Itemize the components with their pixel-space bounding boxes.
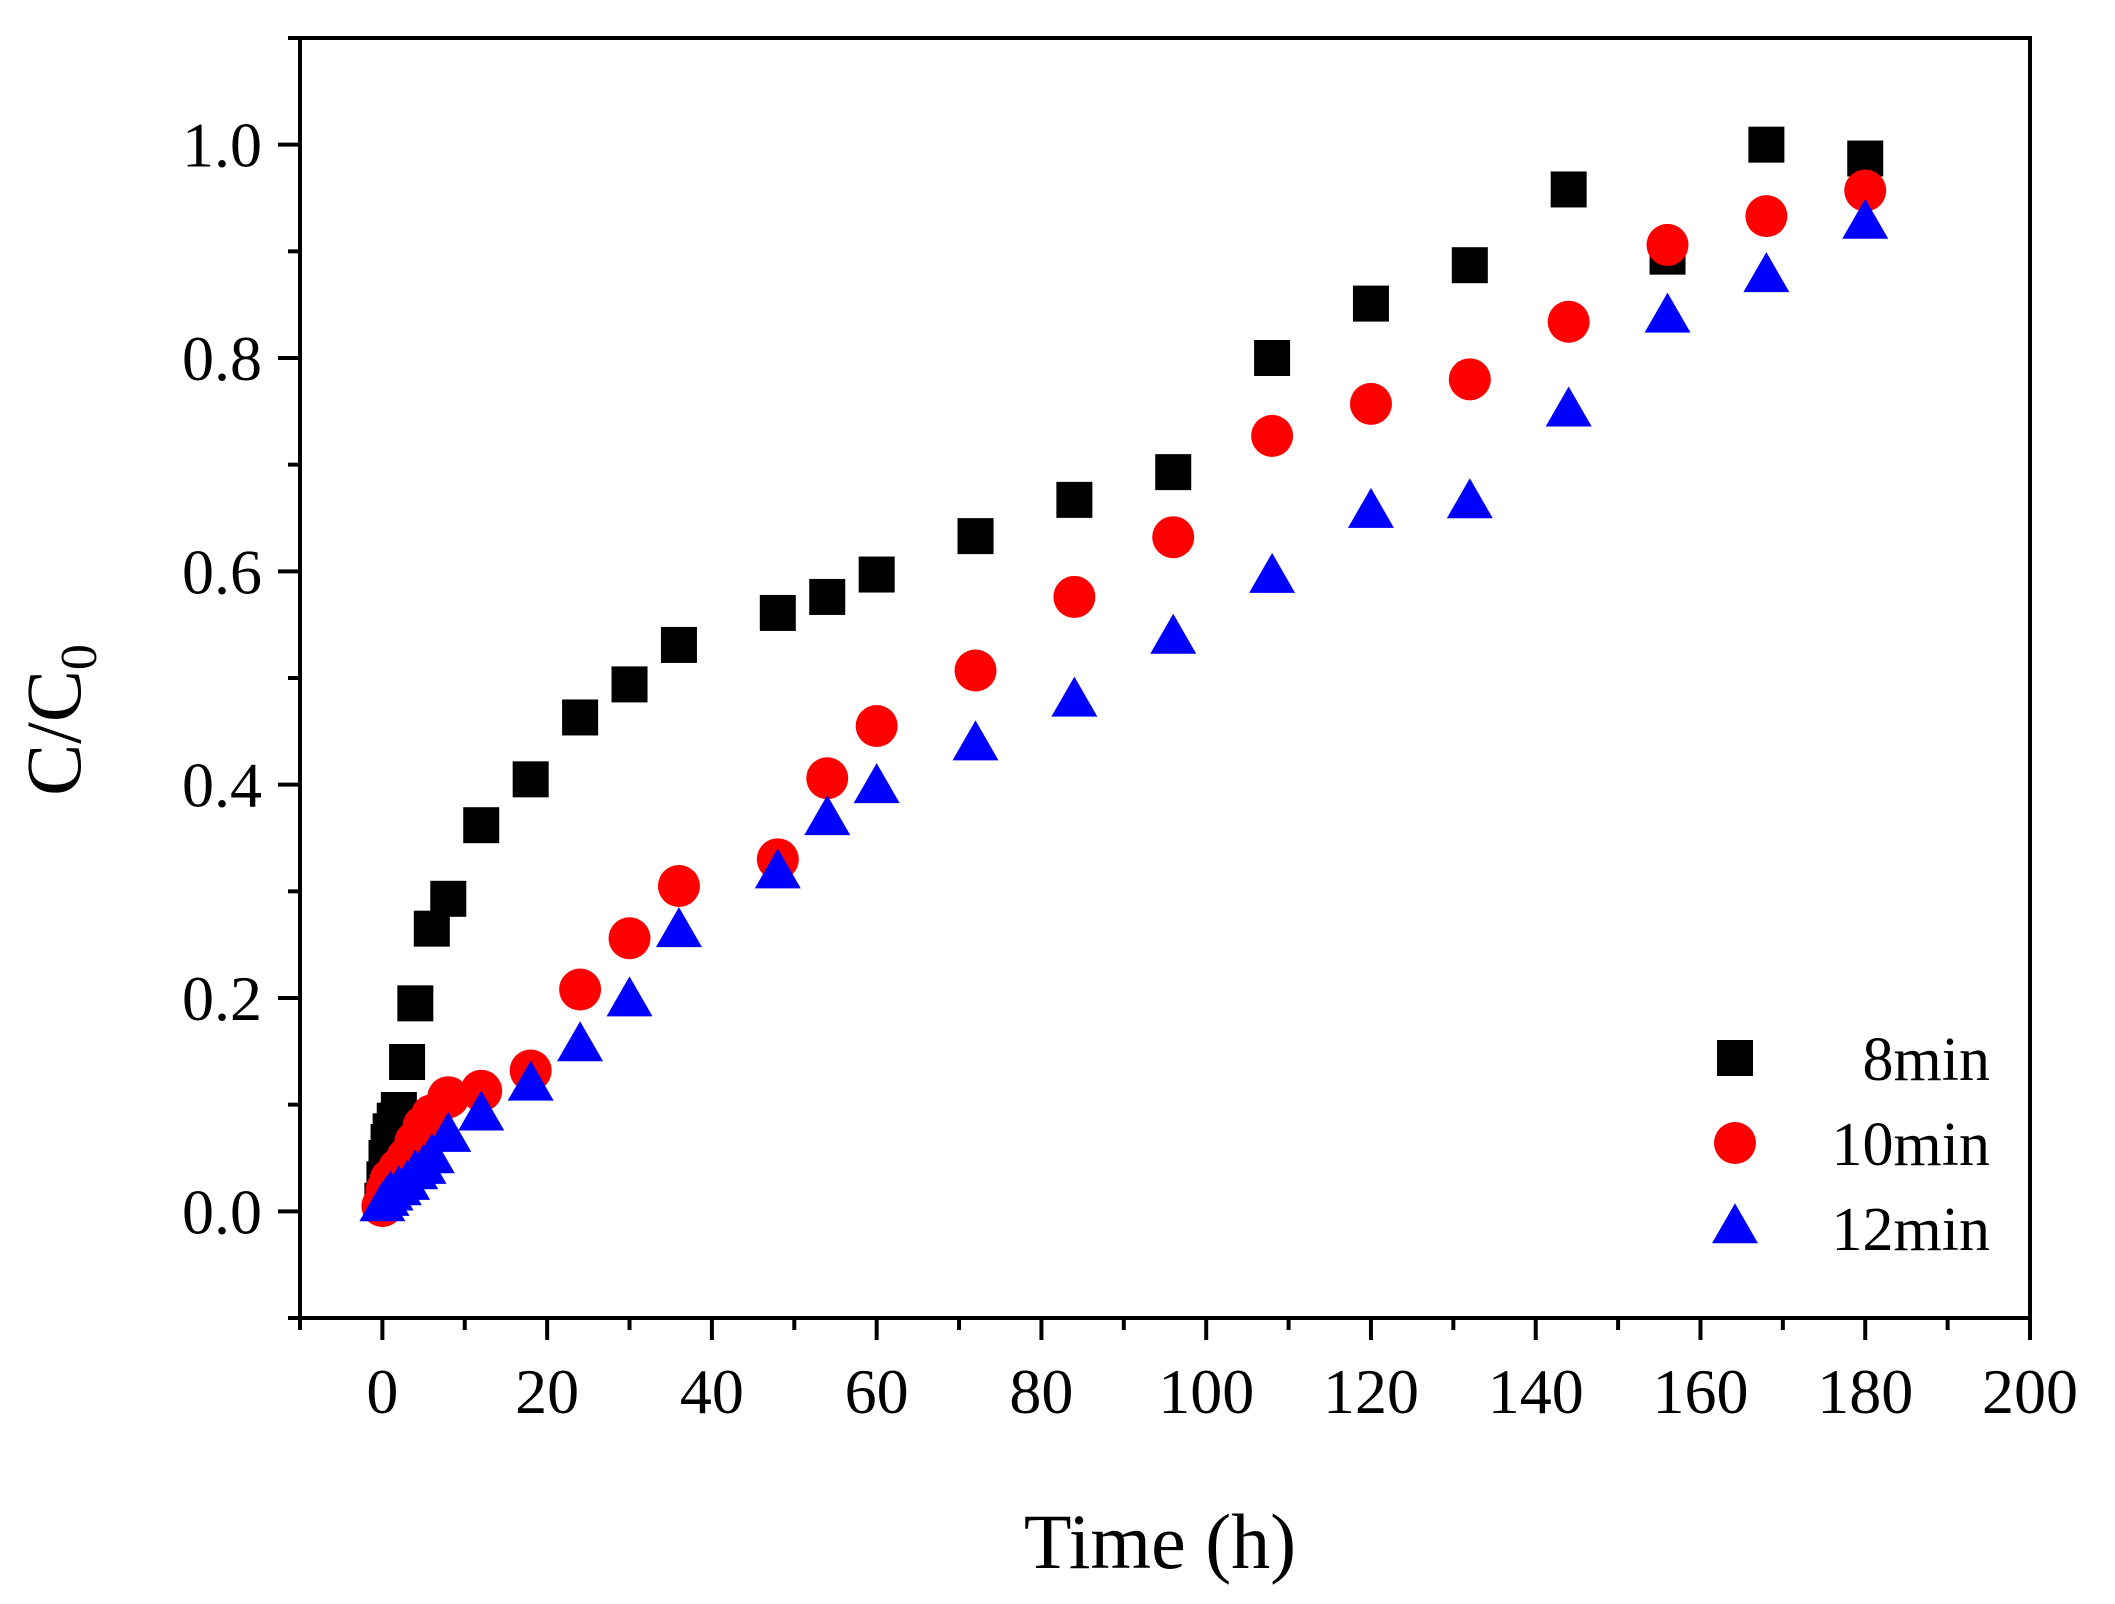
x-tick-label: 80 <box>1009 1356 1073 1427</box>
data-point-8min <box>397 985 434 1022</box>
x-tick-label: 200 <box>1982 1356 2078 1427</box>
y-axis-title-group: C/C0 <box>10 644 108 796</box>
data-point-12min <box>754 848 801 889</box>
data-point-8min <box>759 594 796 631</box>
x-tick-label: 20 <box>515 1356 579 1427</box>
data-point-8min <box>809 578 846 615</box>
data-point-12min <box>1150 613 1197 654</box>
data-point-8min <box>1155 454 1192 491</box>
data-point-8min <box>611 666 648 703</box>
data-point-10min <box>427 1076 470 1119</box>
svg-text:C/C0: C/C0 <box>10 644 108 796</box>
data-point-8min <box>430 880 467 917</box>
data-point-12min <box>458 1090 505 1131</box>
data-point-10min <box>608 917 651 960</box>
y-tick-label: 0.0 <box>182 1176 262 1247</box>
x-axis-title: Time (h) <box>1024 1498 1296 1585</box>
y-tick-label: 1.0 <box>182 110 262 181</box>
y-tick-label: 0.8 <box>182 323 262 394</box>
data-point-8min <box>562 699 599 736</box>
y-tick-label: 0.6 <box>182 536 262 607</box>
data-point-8min <box>1056 481 1093 518</box>
data-point-8min <box>1748 126 1785 163</box>
y-tick-label: 0.2 <box>182 963 262 1034</box>
data-point-10min <box>855 705 898 747</box>
data-point-10min <box>1646 223 1689 266</box>
data-point-12min <box>804 795 851 836</box>
data-point-8min <box>1254 340 1291 376</box>
data-point-12min <box>1051 676 1098 717</box>
data-point-10min <box>806 757 849 800</box>
legend-item-10min: 10min <box>1714 1111 1990 1179</box>
legend: 8min 10min 12min <box>1712 1026 1990 1264</box>
data-point-10min <box>1547 300 1590 343</box>
x-tick-label: 0 <box>366 1356 398 1427</box>
legend-label-8min: 8min <box>1863 1026 1990 1094</box>
data-point-12min <box>952 720 999 761</box>
legend-label-12min: 12min <box>1832 1196 1990 1264</box>
data-point-12min <box>1743 252 1790 293</box>
y-axis-title: C/C <box>10 670 97 796</box>
x-tick-label: 40 <box>680 1356 744 1427</box>
data-point-12min <box>606 976 653 1017</box>
axis-tick-labels: 0 20 40 60 80 100 120 140 160 180 200 0.0 0.2 0.4 0.6 0… <box>182 110 2078 1427</box>
legend-item-12min: 12min <box>1712 1196 1990 1264</box>
data-point-10min <box>1745 195 1788 238</box>
data-point-12min <box>425 1111 472 1152</box>
y-tick-label: 0.4 <box>182 750 262 821</box>
legend-item-8min: 8min <box>1717 1026 1990 1094</box>
legend-marker-10min <box>1714 1122 1756 1164</box>
x-tick-label: 100 <box>1158 1356 1254 1427</box>
data-point-8min <box>660 626 697 663</box>
data-point-10min <box>559 968 602 1011</box>
data-point-8min <box>463 807 500 844</box>
data-point-12min <box>655 907 702 948</box>
data-point-10min <box>1053 575 1096 618</box>
data-point-8min <box>1550 171 1587 208</box>
data-point-10min <box>954 649 997 692</box>
data-point-8min <box>512 761 549 798</box>
data-point-10min <box>657 865 700 907</box>
y-axis-title-subscript: 0 <box>51 644 108 670</box>
data-point-10min <box>1349 382 1392 425</box>
x-tick-label: 60 <box>845 1356 909 1427</box>
data-point-10min <box>1844 169 1887 212</box>
data-point-10min <box>1152 516 1195 559</box>
legend-label-10min: 10min <box>1832 1111 1990 1179</box>
data-point-12min <box>1644 292 1691 333</box>
data-points <box>359 126 1889 1227</box>
data-point-10min <box>1251 414 1294 457</box>
axis-ticks <box>278 36 2032 1340</box>
data-point-8min <box>389 1044 426 1080</box>
data-point-12min <box>1545 386 1592 427</box>
legend-marker-8min <box>1717 1040 1753 1076</box>
x-tick-label: 180 <box>1817 1356 1913 1427</box>
series-8min <box>364 126 1884 1219</box>
data-point-8min <box>1451 247 1488 284</box>
x-tick-label: 120 <box>1323 1356 1419 1427</box>
data-point-12min <box>557 1021 604 1062</box>
legend-marker-12min <box>1712 1203 1758 1244</box>
data-point-8min <box>1352 285 1389 322</box>
data-point-12min <box>507 1060 554 1101</box>
data-point-8min <box>858 556 895 593</box>
data-point-8min <box>957 518 994 555</box>
x-tick-label: 160 <box>1652 1356 1748 1427</box>
data-point-10min <box>1448 358 1491 401</box>
data-point-12min <box>408 1133 455 1174</box>
data-point-12min <box>1446 478 1493 519</box>
data-point-12min <box>1842 198 1889 239</box>
data-point-12min <box>1249 552 1296 593</box>
series-12min <box>359 198 1889 1222</box>
x-tick-label: 140 <box>1488 1356 1584 1427</box>
data-point-12min <box>1347 487 1394 528</box>
data-point-12min <box>853 763 900 804</box>
